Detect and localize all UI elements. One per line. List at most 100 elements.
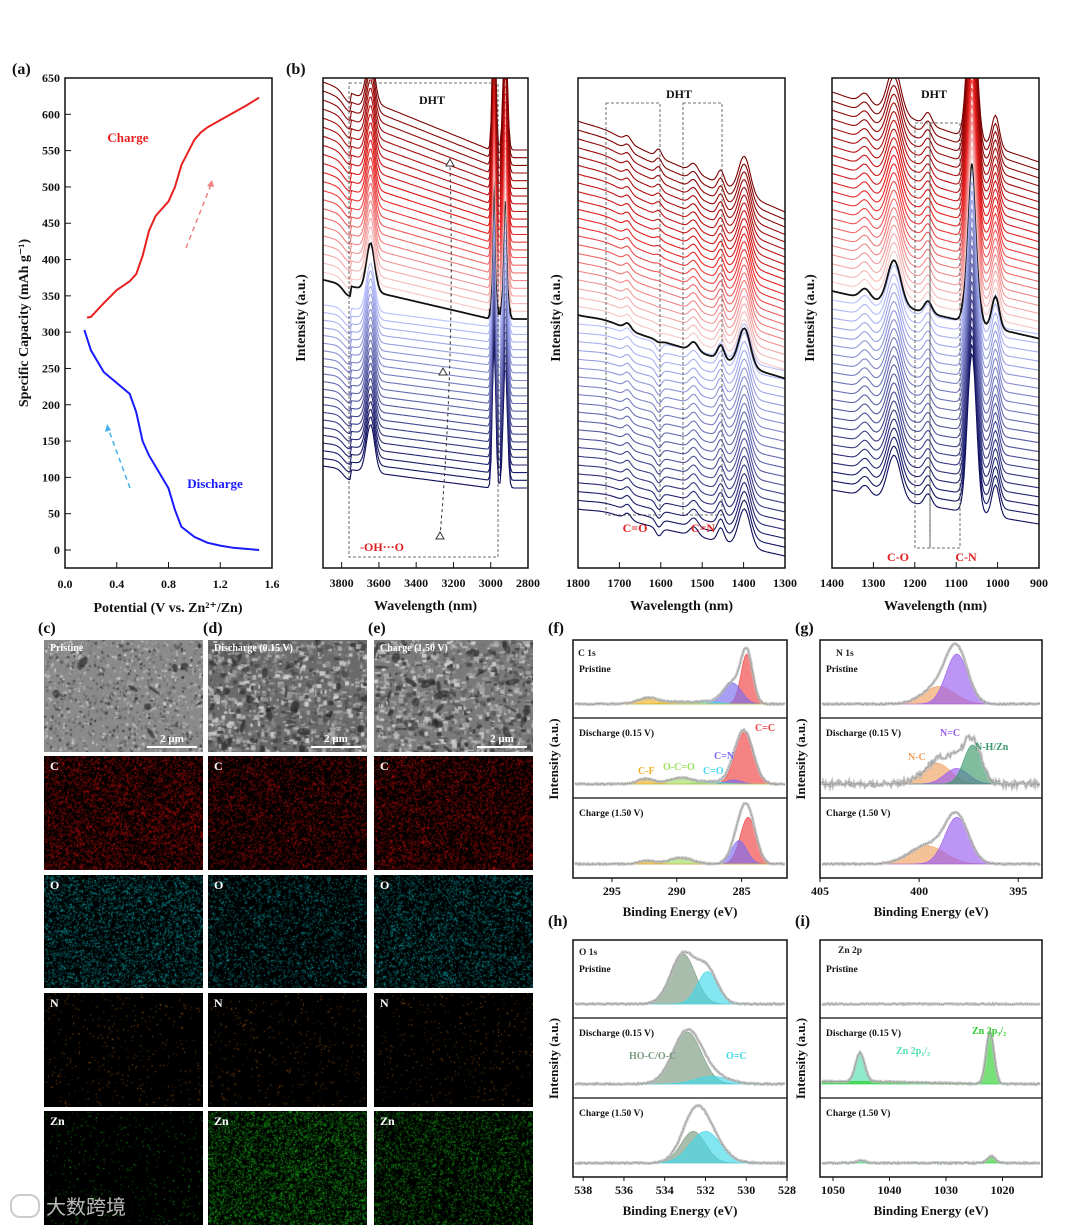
sem-micrograph [208,640,367,752]
discharge-spectrum [832,335,1039,507]
eds-signal [374,875,533,988]
discharge-spectrum [578,473,785,522]
discharge-spectrum [832,217,1039,389]
x-tick-label: 295 [603,884,621,898]
axes-frame-i [819,939,1043,1178]
x-tick-label: 1100 [945,576,968,590]
charge-direction-arrow [185,181,213,249]
discharge-spectrum [832,344,1039,516]
state-label: Discharge (0.15 V) [826,728,901,739]
y-axis-label: Intensity (a.u.) [793,718,808,799]
component-label: N-H/Zn [975,742,1009,753]
charge-spectrum [578,129,785,221]
raw-data [821,643,1040,706]
charge-spectrum [323,78,527,151]
x-axis-label: Binding Energy (eV) [623,904,738,919]
charge-spectrum [578,235,785,311]
charge-spectrum [832,78,1039,203]
charge-spectrum [832,78,1039,179]
eds-map-o: O [44,875,203,988]
discharge-spectrum [578,411,785,460]
y-axis-label: Specific Capacity (mAh g⁻¹) [17,239,32,408]
eds-map-zn: Zn [44,1111,203,1225]
highlight-region [605,102,661,516]
x-tick-label: 1000 [986,576,1010,590]
panel-label-i: (i) [795,913,810,930]
x-tick-label: 1800 [566,576,590,590]
discharge-spectrum [578,349,785,398]
charge-spectrum [832,78,1039,163]
charge-arrowhead-icon [207,180,214,187]
x-tick-label: 534 [656,1183,674,1197]
x-tick-label: 395 [1009,884,1027,898]
state-label: Discharge (0.15 V) [826,1028,901,1039]
scale-bar-line [147,746,197,748]
series-label-charge: Charge [107,130,148,145]
state-label: Pristine [826,665,858,675]
element-label: O [50,878,60,892]
x-axis-label: Wavelength (nm) [630,599,733,614]
x-tick-label: 1030 [934,1183,958,1197]
charge-spectrum [578,155,785,243]
axes-frame-b3 [831,77,1040,569]
panel-label-c: (c) [38,620,56,637]
component-label: HO-C/O-C [629,1051,676,1062]
element-label: C [214,759,223,773]
discharge-spectrum [578,420,785,469]
discharge-spectrum [832,326,1039,498]
series-label-discharge: Discharge [187,476,243,491]
charge-spectrum [832,78,1039,235]
discharge-spectrum [578,367,785,416]
state-label: Charge (1.50 V) [826,808,890,819]
dht-label: DHT [666,87,692,101]
discharge-spectrum [832,235,1039,407]
axes-frame-a [64,77,273,569]
component-label: N-C [908,752,926,763]
x-axis-label: Binding Energy (eV) [623,1203,738,1218]
state-label: Charge (1.50 V) [579,1108,643,1119]
discharge-spectrum [832,163,1039,335]
eds-signal [208,993,367,1107]
charge-spectrum [578,296,785,363]
component-label: N=C [940,728,960,739]
y-tick-label: 50 [48,507,60,521]
y-tick-label: 450 [42,216,60,230]
y-tick-label: 150 [42,434,60,448]
x-tick-label: 0.4 [109,577,124,591]
sem-image: Pristine 2 μm [44,640,203,752]
axes-frame-h [572,939,788,1178]
state-label: Pristine [579,665,611,675]
discharge-spectrum [578,437,785,487]
x-tick-label: 3000 [479,576,503,590]
discharge-arrowhead-icon [105,424,111,432]
x-tick-label: 1400 [820,576,844,590]
y-tick-label: 0 [54,543,60,557]
charge-spectrum [578,182,785,266]
x-tick-label: 1020 [990,1183,1014,1197]
y-tick-label: 500 [42,180,60,194]
sem-image: Discharge (0.15 V) 2 μm [208,640,367,752]
reference-spectrum [578,314,785,380]
x-tick-label: 1200 [903,576,927,590]
discharge-spectrum [578,481,785,531]
x-tick-label: 528 [778,1183,796,1197]
scale-bar-line [477,746,527,748]
y-tick-label: 300 [42,325,60,339]
component-label: N 1s [836,649,854,659]
charge-spectrum [578,147,785,236]
x-tick-label: 285 [733,884,751,898]
charge-spectrum [832,78,1039,227]
charge-spectrum [578,208,785,288]
eds-signal [374,756,533,870]
raw-data [574,803,786,866]
charge-spectrum [578,164,785,251]
element-label: O [380,878,390,892]
charge-spectrum [578,244,785,318]
component-label: C-F [638,766,655,777]
eds-signal [208,756,367,870]
scale-bar-label: 2 μm [160,733,184,745]
envelope-fit [821,1001,1041,1007]
eds-map-zn: Zn [374,1111,533,1225]
y-tick-label: 350 [42,289,60,303]
